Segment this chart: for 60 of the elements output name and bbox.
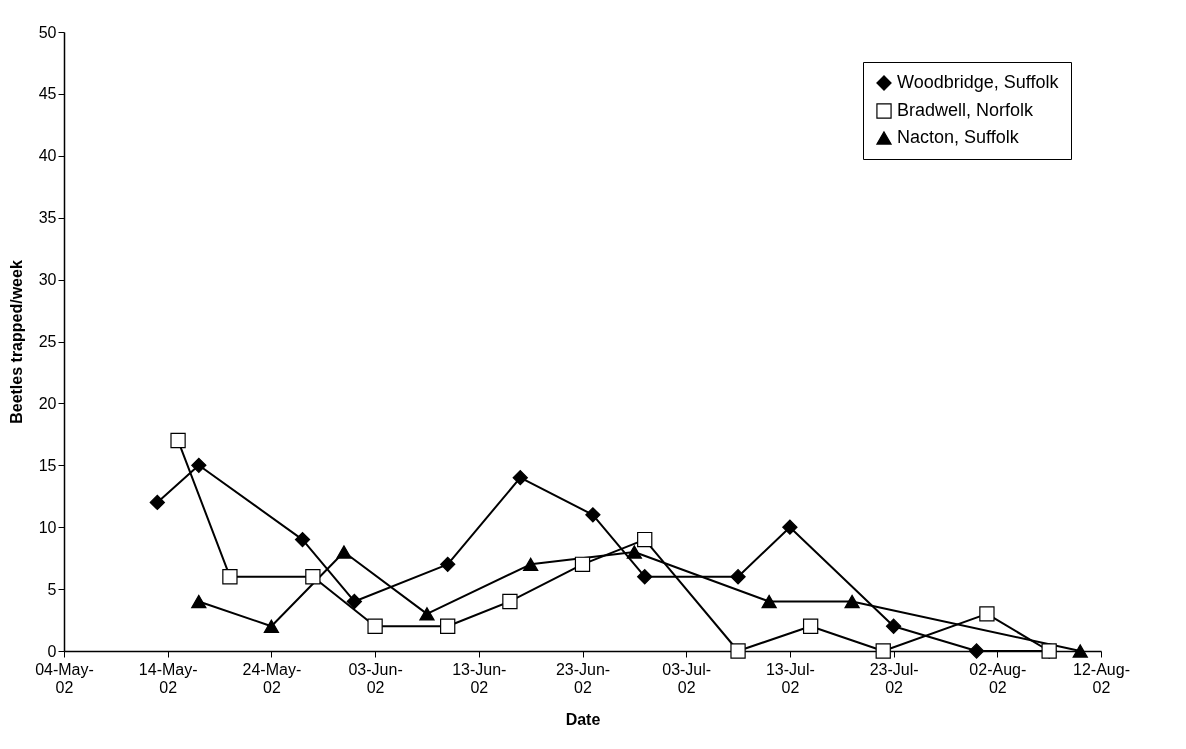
point [294,531,311,548]
x-tick-label: 14-May-02 [138,660,198,696]
point [149,494,165,511]
point [512,470,528,486]
y-tick-label: 15 [38,456,57,474]
x-tick-label: 23-Jun-02 [555,660,611,696]
y-tick-label: 45 [38,85,57,103]
x-tick-label: 02-Aug-02 [969,660,1027,696]
x-tick-label: 03-Jul-02 [662,660,712,696]
point [305,569,321,585]
legend-label: Woodbridge, Suffolk [897,72,1060,92]
legend-label: Nacton, Suffolk [897,127,1020,147]
y-tick-label: 0 [47,642,57,660]
x-axis-title: Date [565,710,601,728]
y-tick-label: 10 [38,518,57,536]
x-tick-label: 13-Jul-02 [765,660,815,696]
point [802,618,819,634]
legend-label: Bradwell, Norfolk [897,100,1035,120]
y-tick-label: 35 [38,209,57,227]
point [585,507,601,523]
point [191,594,207,609]
point [263,619,280,633]
x-tick-label: 04-May-02 [35,660,94,696]
y-tick-label: 20 [38,394,57,412]
point [730,569,746,585]
x-tick-label: 13-Jun-02 [452,660,507,696]
point [440,556,456,573]
point [626,545,643,559]
point [336,545,352,559]
point [761,594,777,609]
y-tick-label: 25 [38,333,57,350]
point [730,643,746,659]
point [637,569,653,585]
y-tick-label: 40 [38,147,57,165]
point [875,643,891,659]
point [979,606,995,622]
x-tick-label: 03-Jun-02 [348,660,403,696]
point [191,457,207,473]
point [885,618,902,634]
y-tick-label: 30 [38,271,57,289]
point [1072,644,1088,658]
point [522,557,539,572]
point [419,607,435,621]
y-tick-label: 50 [38,23,57,41]
point [844,594,860,609]
point [346,593,363,610]
point [502,593,518,610]
x-tick-label: 12-Aug-02 [1073,660,1130,696]
point [574,556,591,573]
y-tick-label: 5 [47,580,57,598]
point [367,618,383,634]
x-tick-label: 23-Jul-02 [869,660,919,696]
point [170,432,186,449]
x-tick-label: 24-May-02 [242,660,302,696]
point [968,643,985,659]
point [637,531,653,548]
point [222,569,238,585]
y-axis-title: Beetles trapped/week [7,260,25,424]
point [440,618,456,634]
point [782,519,798,535]
